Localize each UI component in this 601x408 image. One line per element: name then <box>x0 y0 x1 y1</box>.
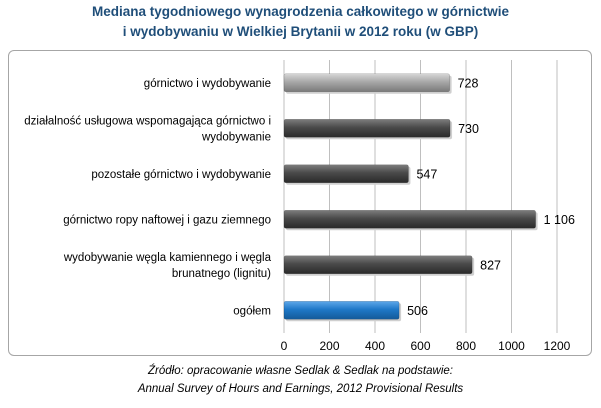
category-label: wydobywanie węgla kamiennego i węgla <box>63 252 272 264</box>
x-tick-label: 1000 <box>498 339 525 353</box>
value-labels: 728 730 547 1 106 827 506 <box>407 76 575 318</box>
bar <box>283 164 409 184</box>
value-label: 1 106 <box>544 213 575 227</box>
category-label: ogółem <box>233 305 271 317</box>
bar <box>283 300 400 320</box>
category-label: brunatnego (lignitu) <box>172 268 271 280</box>
bar <box>283 118 451 138</box>
chart-title: Mediana tygodniowego wynagrodzenia całko… <box>0 2 601 42</box>
value-label: 730 <box>458 122 479 136</box>
category-labels: górnictwo i wydobywanie działalność usług… <box>24 78 271 318</box>
category-label: wydobywanie <box>201 131 271 143</box>
x-tick-label: 800 <box>456 339 476 353</box>
value-label: 547 <box>416 167 437 181</box>
category-label: działalność usługowa wspomagająca górnic… <box>24 115 271 127</box>
grid-lines <box>283 60 558 333</box>
bars <box>283 73 538 322</box>
bar <box>283 255 473 275</box>
source-line-2: Annual Survey of Hours and Earnings, 201… <box>137 383 464 395</box>
value-label: 506 <box>407 304 428 318</box>
x-tick-label: 0 <box>281 339 288 353</box>
category-label: górnictwo i wydobywanie <box>144 78 271 90</box>
source-line-1: Źródło: opracowanie własne Sedlak & Sedl… <box>148 365 453 377</box>
value-label: 827 <box>480 258 501 272</box>
x-axis-ticks: 0 200 400 600 800 1000 1200 <box>281 339 571 353</box>
value-label: 728 <box>458 76 479 90</box>
category-label: pozostałe górnictwo i wydobywanie <box>91 169 271 181</box>
x-tick-label: 400 <box>365 339 385 353</box>
source-note: Źródło: opracowanie własne Sedlak & Sedl… <box>0 362 601 398</box>
x-tick-label: 200 <box>319 339 339 353</box>
chart-title-line-2: i wydobywaniu w Wielkiej Brytanii w 2012… <box>122 24 479 39</box>
x-tick-label: 1200 <box>544 339 571 353</box>
x-tick-label: 600 <box>410 339 430 353</box>
bar <box>283 209 536 229</box>
category-label: górnictwo ropy naftowej i gazu ziemnego <box>63 214 271 226</box>
chart-title-line-1: Mediana tygodniowego wynagrodzenia całko… <box>91 4 510 19</box>
bar <box>283 73 450 93</box>
